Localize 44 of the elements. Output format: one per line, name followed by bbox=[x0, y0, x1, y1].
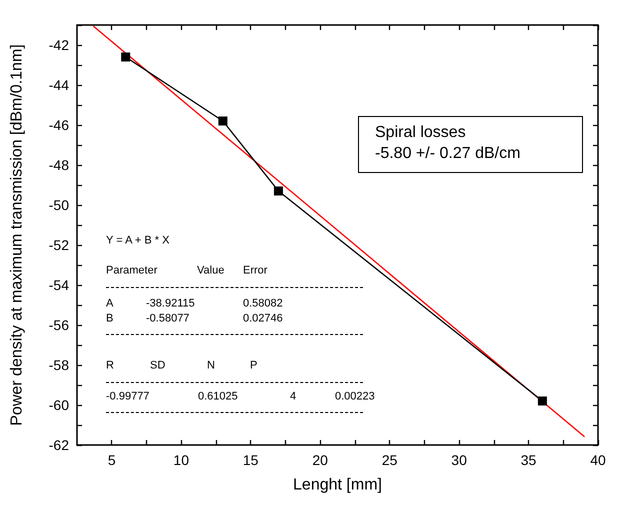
annotation: 4 bbox=[290, 390, 296, 402]
y-tick-label: -48 bbox=[48, 157, 70, 173]
annotation: Value bbox=[197, 264, 224, 276]
x-tick-label: 10 bbox=[173, 452, 190, 468]
y-tick-label: -50 bbox=[48, 197, 70, 213]
annotation: P bbox=[250, 360, 258, 372]
x-tick-label: 40 bbox=[590, 452, 606, 468]
x-axis-title: Lenght [mm] bbox=[293, 476, 382, 494]
annotation: -0.99777 bbox=[106, 390, 150, 402]
note-box: Spiral losses -5.80 +/- 0.27 dB/cm bbox=[358, 116, 583, 173]
annotation: N bbox=[207, 360, 215, 372]
annotation: B bbox=[106, 312, 114, 324]
annotation: R bbox=[106, 360, 114, 372]
annotation: 0.58082 bbox=[243, 298, 283, 310]
x-tick-label: 5 bbox=[108, 452, 116, 468]
point bbox=[274, 186, 283, 196]
annotation: 0.61025 bbox=[198, 390, 238, 402]
y-tick-label: -60 bbox=[48, 397, 70, 413]
y-tick-label: -52 bbox=[48, 237, 70, 253]
point bbox=[121, 52, 130, 62]
x-tick-label: 20 bbox=[312, 452, 328, 468]
x-tick-label: 30 bbox=[451, 452, 468, 468]
annotation: 0.00223 bbox=[335, 390, 375, 402]
annotation: Y = A + B * X bbox=[106, 234, 170, 246]
y-tick-label: -44 bbox=[48, 77, 70, 93]
annotation: -0.58077 bbox=[146, 312, 190, 324]
annotation: SD bbox=[150, 360, 166, 372]
annotation: 0.02746 bbox=[243, 312, 283, 324]
annotation: Parameter bbox=[106, 264, 158, 276]
x-tick-label: 15 bbox=[242, 452, 259, 468]
y-tick-label: -62 bbox=[48, 437, 70, 453]
y-tick-label: -42 bbox=[48, 37, 70, 53]
y-tick-label: -58 bbox=[48, 357, 70, 373]
y-axis-title: Power density at maximum transmission [dBm/0.1nm] bbox=[8, 44, 26, 426]
point bbox=[218, 116, 228, 126]
point bbox=[538, 396, 547, 406]
y-tick-label: -46 bbox=[48, 117, 70, 133]
y-tick-label: -56 bbox=[48, 317, 70, 333]
annotation: Error bbox=[243, 264, 268, 276]
y-tick-label: -54 bbox=[48, 277, 70, 293]
x-tick-label: 35 bbox=[520, 452, 537, 468]
annotation: A bbox=[106, 298, 114, 310]
annotation: -38.92115 bbox=[146, 298, 195, 310]
x-tick-label: 25 bbox=[382, 452, 398, 468]
